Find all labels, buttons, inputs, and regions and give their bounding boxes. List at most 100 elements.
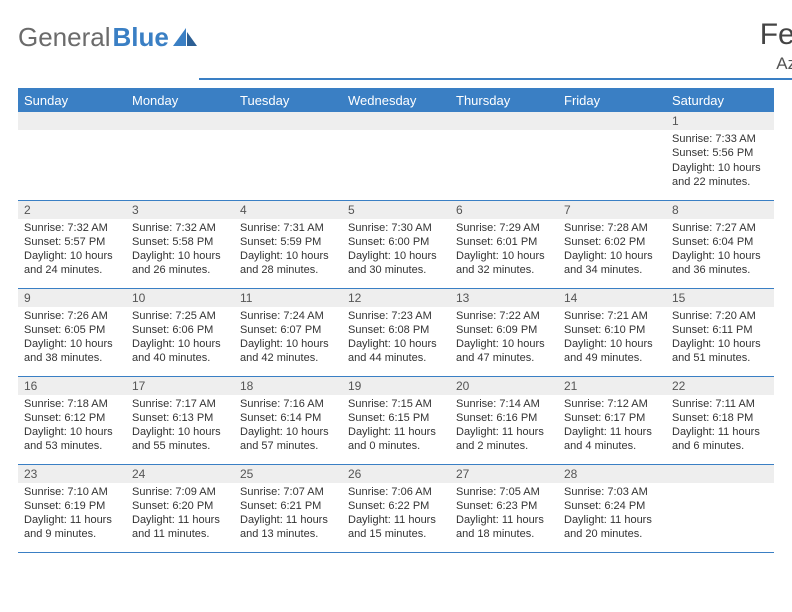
calendar-day-cell xyxy=(18,112,126,200)
daylight-line: Daylight: 10 hours and 40 minutes. xyxy=(132,337,228,366)
day-body: Sunrise: 7:26 AMSunset: 6:05 PMDaylight:… xyxy=(18,307,126,370)
sunset-line: Sunset: 6:21 PM xyxy=(240,499,336,513)
day-number: 1 xyxy=(666,112,774,130)
day-body: Sunrise: 7:09 AMSunset: 6:20 PMDaylight:… xyxy=(126,483,234,546)
sunrise-line: Sunrise: 7:22 AM xyxy=(456,309,552,323)
weekday-header: Monday xyxy=(126,88,234,112)
daylight-line: Daylight: 10 hours and 47 minutes. xyxy=(456,337,552,366)
day-number: 7 xyxy=(558,201,666,219)
daylight-line: Daylight: 10 hours and 28 minutes. xyxy=(240,249,336,278)
day-body: Sunrise: 7:29 AMSunset: 6:01 PMDaylight:… xyxy=(450,219,558,282)
sunrise-line: Sunrise: 7:16 AM xyxy=(240,397,336,411)
location-text: Azzaba, Skikda, Algeria xyxy=(199,54,792,80)
daylight-line: Daylight: 10 hours and 36 minutes. xyxy=(672,249,768,278)
sunrise-line: Sunrise: 7:28 AM xyxy=(564,221,660,235)
calendar-day-cell xyxy=(450,112,558,200)
calendar-body: 1Sunrise: 7:33 AMSunset: 5:56 PMDaylight… xyxy=(18,112,774,552)
calendar-day-cell: 17Sunrise: 7:17 AMSunset: 6:13 PMDayligh… xyxy=(126,376,234,464)
day-body: Sunrise: 7:11 AMSunset: 6:18 PMDaylight:… xyxy=(666,395,774,458)
day-number xyxy=(234,112,342,130)
sunset-line: Sunset: 5:57 PM xyxy=(24,235,120,249)
day-number xyxy=(18,112,126,130)
day-number: 10 xyxy=(126,289,234,307)
calendar-day-cell xyxy=(666,464,774,552)
day-number xyxy=(558,112,666,130)
sunrise-line: Sunrise: 7:06 AM xyxy=(348,485,444,499)
calendar-week-row: 2Sunrise: 7:32 AMSunset: 5:57 PMDaylight… xyxy=(18,200,774,288)
day-body: Sunrise: 7:33 AMSunset: 5:56 PMDaylight:… xyxy=(666,130,774,193)
day-number: 21 xyxy=(558,377,666,395)
sunrise-line: Sunrise: 7:07 AM xyxy=(240,485,336,499)
sunset-line: Sunset: 6:18 PM xyxy=(672,411,768,425)
day-body: Sunrise: 7:05 AMSunset: 6:23 PMDaylight:… xyxy=(450,483,558,546)
calendar-day-cell: 12Sunrise: 7:23 AMSunset: 6:08 PMDayligh… xyxy=(342,288,450,376)
sunrise-line: Sunrise: 7:11 AM xyxy=(672,397,768,411)
day-body: Sunrise: 7:28 AMSunset: 6:02 PMDaylight:… xyxy=(558,219,666,282)
daylight-line: Daylight: 11 hours and 9 minutes. xyxy=(24,513,120,542)
calendar-day-cell xyxy=(342,112,450,200)
daylight-line: Daylight: 11 hours and 0 minutes. xyxy=(348,425,444,454)
day-body: Sunrise: 7:06 AMSunset: 6:22 PMDaylight:… xyxy=(342,483,450,546)
brand-sail-icon xyxy=(173,28,199,48)
sunset-line: Sunset: 6:07 PM xyxy=(240,323,336,337)
sunset-line: Sunset: 6:19 PM xyxy=(24,499,120,513)
daylight-line: Daylight: 11 hours and 4 minutes. xyxy=(564,425,660,454)
calendar-day-cell: 10Sunrise: 7:25 AMSunset: 6:06 PMDayligh… xyxy=(126,288,234,376)
day-number: 11 xyxy=(234,289,342,307)
sunrise-line: Sunrise: 7:30 AM xyxy=(348,221,444,235)
sunrise-line: Sunrise: 7:09 AM xyxy=(132,485,228,499)
sunset-line: Sunset: 6:24 PM xyxy=(564,499,660,513)
calendar-day-cell: 28Sunrise: 7:03 AMSunset: 6:24 PMDayligh… xyxy=(558,464,666,552)
day-body: Sunrise: 7:14 AMSunset: 6:16 PMDaylight:… xyxy=(450,395,558,458)
sunrise-line: Sunrise: 7:03 AM xyxy=(564,485,660,499)
day-body: Sunrise: 7:21 AMSunset: 6:10 PMDaylight:… xyxy=(558,307,666,370)
calendar-day-cell: 16Sunrise: 7:18 AMSunset: 6:12 PMDayligh… xyxy=(18,376,126,464)
daylight-line: Daylight: 11 hours and 11 minutes. xyxy=(132,513,228,542)
sunset-line: Sunset: 6:00 PM xyxy=(348,235,444,249)
sunset-line: Sunset: 6:04 PM xyxy=(672,235,768,249)
brand-part1: General xyxy=(18,22,111,53)
day-body: Sunrise: 7:10 AMSunset: 6:19 PMDaylight:… xyxy=(18,483,126,546)
day-body xyxy=(558,130,666,136)
sunrise-line: Sunrise: 7:12 AM xyxy=(564,397,660,411)
calendar-week-row: 9Sunrise: 7:26 AMSunset: 6:05 PMDaylight… xyxy=(18,288,774,376)
day-body: Sunrise: 7:32 AMSunset: 5:57 PMDaylight:… xyxy=(18,219,126,282)
weekday-header: Wednesday xyxy=(342,88,450,112)
calendar-day-cell: 9Sunrise: 7:26 AMSunset: 6:05 PMDaylight… xyxy=(18,288,126,376)
sunset-line: Sunset: 6:11 PM xyxy=(672,323,768,337)
day-number xyxy=(126,112,234,130)
sunrise-line: Sunrise: 7:15 AM xyxy=(348,397,444,411)
day-body: Sunrise: 7:23 AMSunset: 6:08 PMDaylight:… xyxy=(342,307,450,370)
day-body: Sunrise: 7:12 AMSunset: 6:17 PMDaylight:… xyxy=(558,395,666,458)
sunrise-line: Sunrise: 7:14 AM xyxy=(456,397,552,411)
day-body: Sunrise: 7:22 AMSunset: 6:09 PMDaylight:… xyxy=(450,307,558,370)
daylight-line: Daylight: 11 hours and 20 minutes. xyxy=(564,513,660,542)
daylight-line: Daylight: 11 hours and 6 minutes. xyxy=(672,425,768,454)
brand-logo: GeneralBlue xyxy=(18,18,199,53)
day-number: 2 xyxy=(18,201,126,219)
day-body: Sunrise: 7:16 AMSunset: 6:14 PMDaylight:… xyxy=(234,395,342,458)
day-number: 27 xyxy=(450,465,558,483)
day-number: 5 xyxy=(342,201,450,219)
sunset-line: Sunset: 6:05 PM xyxy=(24,323,120,337)
day-number: 17 xyxy=(126,377,234,395)
sunrise-line: Sunrise: 7:32 AM xyxy=(132,221,228,235)
sunset-line: Sunset: 6:06 PM xyxy=(132,323,228,337)
weekday-header: Sunday xyxy=(18,88,126,112)
sunrise-line: Sunrise: 7:27 AM xyxy=(672,221,768,235)
daylight-line: Daylight: 10 hours and 26 minutes. xyxy=(132,249,228,278)
day-body: Sunrise: 7:07 AMSunset: 6:21 PMDaylight:… xyxy=(234,483,342,546)
calendar-day-cell: 1Sunrise: 7:33 AMSunset: 5:56 PMDaylight… xyxy=(666,112,774,200)
day-body: Sunrise: 7:17 AMSunset: 6:13 PMDaylight:… xyxy=(126,395,234,458)
day-body xyxy=(450,130,558,136)
daylight-line: Daylight: 10 hours and 49 minutes. xyxy=(564,337,660,366)
sunset-line: Sunset: 6:22 PM xyxy=(348,499,444,513)
day-body xyxy=(234,130,342,136)
calendar-day-cell: 3Sunrise: 7:32 AMSunset: 5:58 PMDaylight… xyxy=(126,200,234,288)
sunset-line: Sunset: 5:56 PM xyxy=(672,146,768,160)
day-body: Sunrise: 7:30 AMSunset: 6:00 PMDaylight:… xyxy=(342,219,450,282)
calendar-day-cell: 27Sunrise: 7:05 AMSunset: 6:23 PMDayligh… xyxy=(450,464,558,552)
weekday-header: Friday xyxy=(558,88,666,112)
month-title: February 2025 xyxy=(199,18,792,52)
day-body: Sunrise: 7:27 AMSunset: 6:04 PMDaylight:… xyxy=(666,219,774,282)
